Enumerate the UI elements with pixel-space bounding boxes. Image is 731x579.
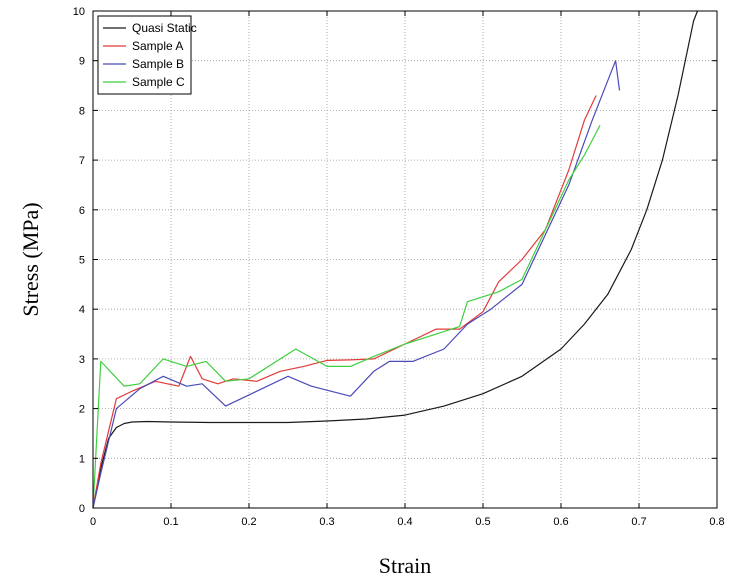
- y-tick-label: 4: [79, 304, 85, 316]
- y-tick-label: 9: [79, 56, 85, 68]
- x-tick-label: 0: [90, 516, 96, 528]
- series-line-sample-c: [92, 125, 601, 509]
- legend: Quasi Static Sample A Sample B Sample C: [97, 15, 197, 95]
- y-tick-label: 2: [79, 404, 85, 416]
- series-line-sample-b: [92, 60, 621, 509]
- y-tick-label: 3: [79, 354, 85, 366]
- y-tick-label: 7: [79, 155, 85, 167]
- x-tick-label: 0.3: [319, 516, 334, 528]
- x-tick-label: 0.4: [397, 516, 412, 528]
- x-tick-label: 0.2: [241, 516, 256, 528]
- grid-lines: [93, 11, 717, 508]
- legend-label-sample-a: Sample A: [132, 39, 183, 53]
- data-series: [92, 10, 699, 509]
- y-tick-label: 1: [79, 453, 85, 465]
- legend-label-sample-b: Sample B: [132, 57, 184, 71]
- legend-box: [97, 15, 192, 95]
- y-tick-label: 10: [73, 6, 85, 18]
- y-axis-title: Stress (MPa): [18, 202, 43, 316]
- axis-ticks: 0 0.1 0.2 0.3 0.4 0.5 0.6 0.7 0.8 0 1 2 3 4 5 6 7 8 9 10: [73, 6, 725, 528]
- x-tick-label: 0.7: [631, 516, 646, 528]
- series-line-sample-a: [92, 95, 597, 509]
- y-tick-label: 0: [79, 503, 85, 515]
- legend-label-sample-c: Sample C: [132, 75, 185, 89]
- y-tick-label: 6: [79, 205, 85, 217]
- y-tick-label: 8: [79, 105, 85, 117]
- x-axis-title: Strain: [379, 553, 432, 578]
- x-tick-label: 0.6: [553, 516, 568, 528]
- x-tick-label: 0.8: [709, 516, 724, 528]
- x-tick-label: 0.1: [163, 516, 178, 528]
- series-line-quasi-static: [92, 10, 699, 509]
- x-tick-label: 0.5: [475, 516, 490, 528]
- legend-label-quasi-static: Quasi Static: [132, 21, 197, 35]
- y-tick-label: 5: [79, 255, 85, 267]
